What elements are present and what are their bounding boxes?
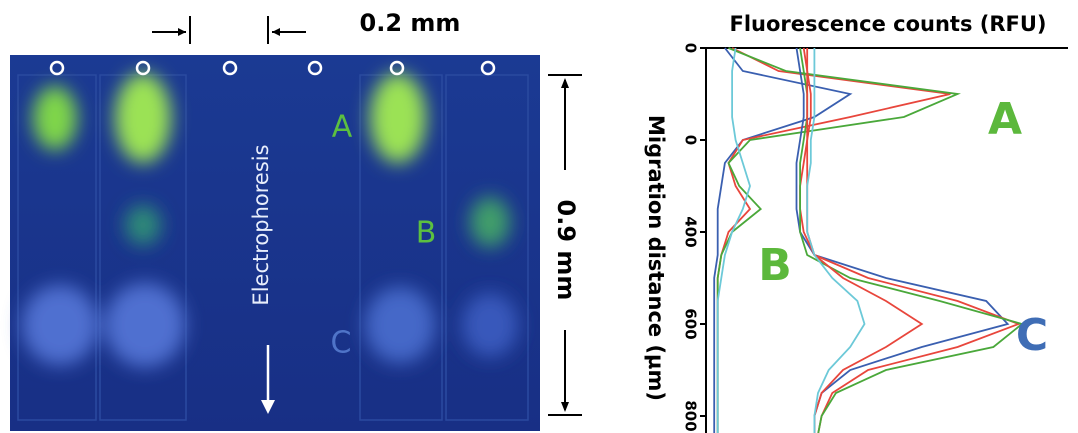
- y-tick-label: 400: [682, 216, 700, 247]
- scale-label: 0.9 mm: [552, 200, 580, 301]
- y-tick-label: 0: [682, 135, 700, 145]
- line-series: [718, 48, 750, 433]
- band-label: B: [416, 216, 437, 251]
- y-tick-label: 0: [682, 43, 700, 53]
- peak-label: C: [1016, 310, 1048, 361]
- figure: Electrophoresis A B C 0.2 mm 0.9 mm Fluo…: [0, 0, 1078, 433]
- line-series: [807, 48, 864, 433]
- peak-label: A: [988, 94, 1022, 145]
- y-tick-label: 800: [682, 400, 700, 431]
- y-tick-label: 600: [682, 308, 700, 339]
- direction-label: Electrophoresis: [249, 144, 273, 305]
- band-label: A: [332, 110, 353, 145]
- band-label: C: [331, 326, 352, 361]
- chart-title: Fluorescence counts (RFU): [729, 12, 1046, 36]
- line-series: [718, 48, 951, 433]
- line-series: [807, 48, 922, 433]
- y-axis-label: Migration distance (µm): [644, 115, 668, 401]
- scale-label: 0.2 mm: [360, 9, 461, 37]
- gel-image: [10, 55, 540, 431]
- peak-label: B: [758, 240, 792, 291]
